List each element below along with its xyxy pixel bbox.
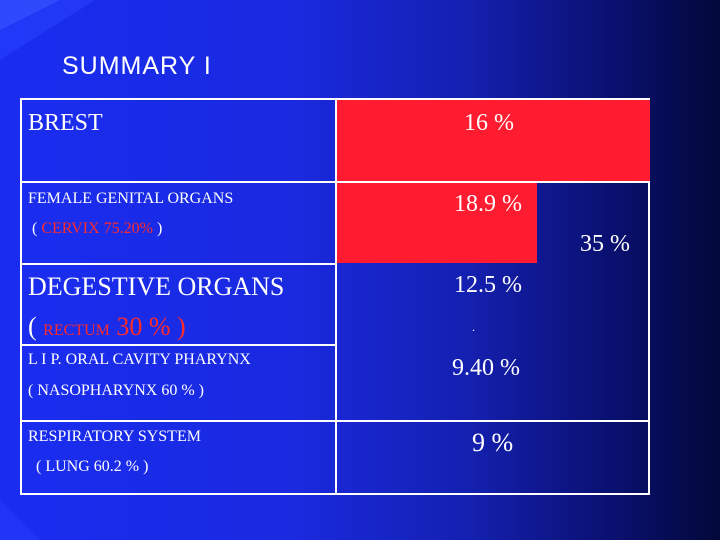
row-value: 16 % bbox=[464, 110, 514, 136]
highlight-cell-top bbox=[337, 100, 650, 181]
column-divider bbox=[335, 100, 337, 493]
row-value: 9 % bbox=[472, 428, 514, 457]
row-label: BREST bbox=[28, 110, 103, 136]
row-label: DEGESTIVE ORGANS bbox=[28, 272, 285, 301]
row-value: 18.9 % bbox=[454, 191, 522, 217]
combined-total: 35 % bbox=[580, 231, 630, 257]
row-label: RESPIRATORY SYSTEM bbox=[28, 428, 201, 445]
summary-table: BREST 16 % FEMALE GENITAL ORGANS ( CERVI… bbox=[20, 98, 650, 495]
row-value: 9.40 % bbox=[452, 355, 520, 381]
row-sublabel: ( LUNG 60.2 % ) bbox=[36, 458, 149, 475]
row-divider bbox=[22, 263, 335, 265]
row-sublabel: ( RECTUM 30 % ) bbox=[28, 312, 186, 341]
row-divider bbox=[22, 181, 650, 183]
slide-title: SUMMARY I bbox=[62, 52, 212, 80]
row-sublabel: ( NASOPHARYNX 60 % ) bbox=[28, 382, 205, 399]
row-label: L I P. ORAL CAVITY PHARYNX bbox=[28, 351, 251, 368]
row-divider bbox=[22, 344, 335, 346]
row-value: 12.5 % bbox=[454, 272, 522, 298]
stray-dot: . bbox=[472, 320, 475, 334]
row-sublabel: ( CERVIX 75.20% ) bbox=[32, 220, 163, 237]
highlight-cell-second bbox=[337, 183, 537, 263]
row-divider bbox=[22, 420, 650, 422]
row-label: FEMALE GENITAL ORGANS bbox=[28, 190, 234, 207]
